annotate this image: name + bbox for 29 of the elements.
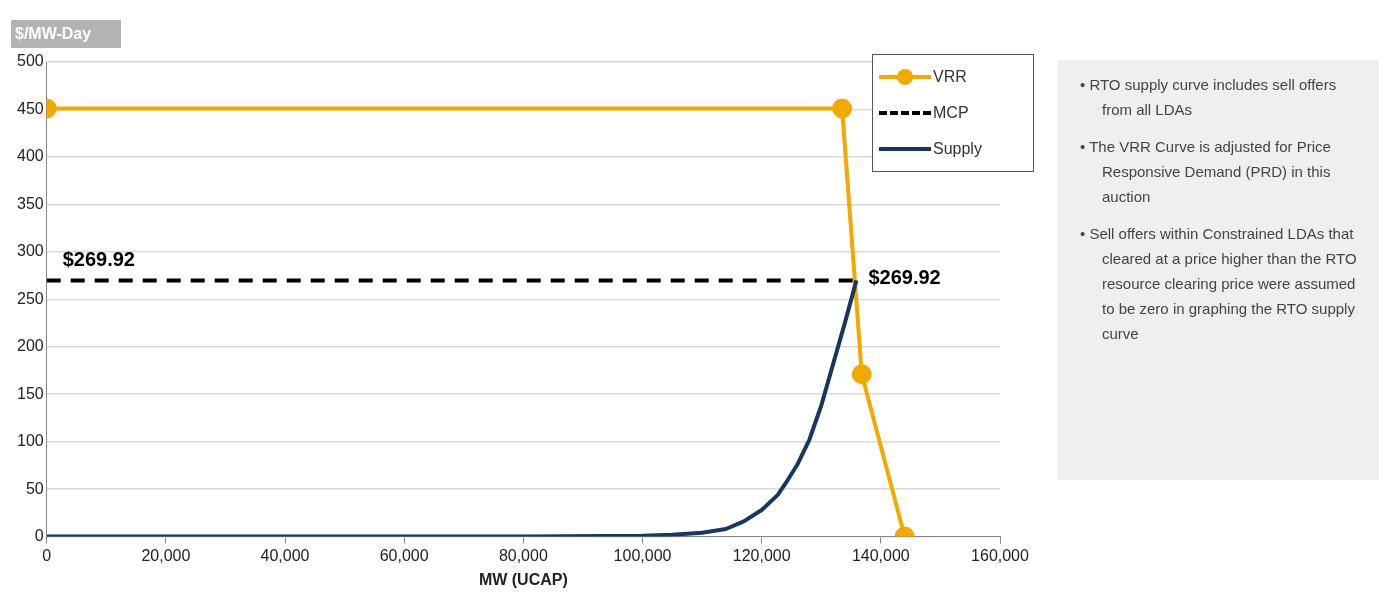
y-tick-label: 100 [16,432,44,450]
x-tick-label: 100,000 [613,546,672,564]
y-tick-label: 500 [16,52,44,70]
text: • The VRR Curve is adjusted for Price Responsive Demand (PRD) in this auction [1080,137,1332,207]
y-tick-label: 250 [16,289,44,307]
y-tick-label: 150 [16,384,44,402]
text: • RTO supply curve includes sell offers from all LDAs [1080,75,1338,120]
annotation: $269.92 [62,247,135,270]
annotation: $269.92 [868,265,941,288]
x-tick-label: 60,000 [379,546,429,564]
legend-label: MCP [933,104,969,122]
legend-label: Supply [933,140,982,158]
y-tick-label: 350 [16,194,44,212]
y-axis-title: $/MW-Day [11,20,122,48]
x-tick-label: 120,000 [732,546,791,564]
text: • Sell offers within Constrained LDAs that cleared at a price higher than the RTO resource clearing price were assumed to be zero in graphing the RTO supply curve [1080,224,1358,344]
x-tick-label: 160,000 [971,546,1030,564]
y-tick-label: 200 [16,337,44,355]
x-tick-label: 140,000 [851,546,910,564]
y-tick-label: 50 [25,479,44,497]
legend-label: VRR [933,68,967,86]
y-tick-label: 450 [16,99,44,117]
y-tick-label: 0 [34,527,44,545]
x-tick-label: 20,000 [141,546,191,564]
x-tick-label: 80,000 [498,546,548,564]
y-tick-label: 400 [16,147,44,165]
x-tick-label: 40,000 [260,546,310,564]
x-axis-title: MW (UCAP) [478,570,568,588]
y-tick-label: 300 [16,242,44,260]
